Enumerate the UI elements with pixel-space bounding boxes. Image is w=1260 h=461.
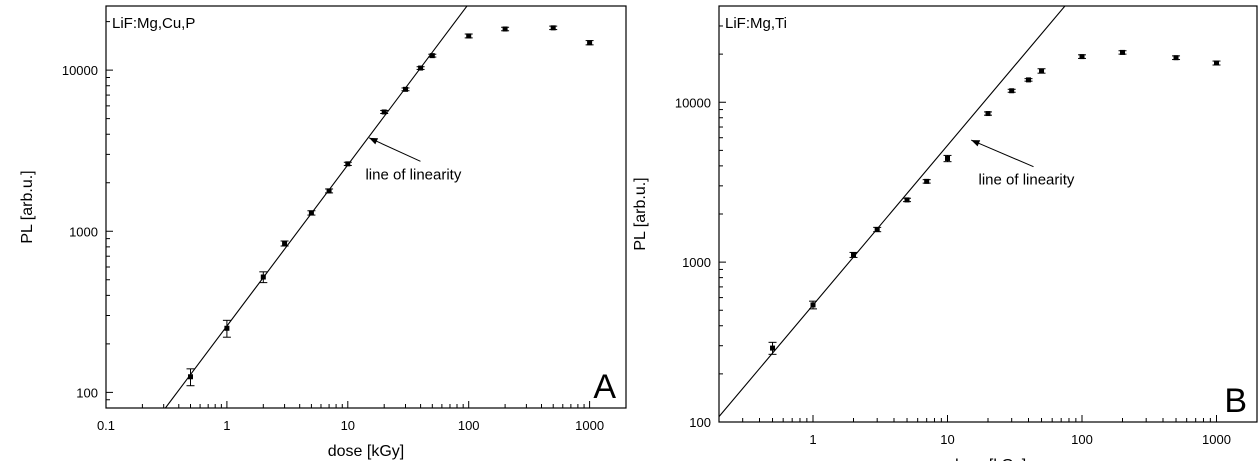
- point-marker: [260, 274, 266, 280]
- panel-letter: B: [1224, 382, 1247, 420]
- y-tick-label: 100: [689, 415, 711, 430]
- panel-letter: A: [593, 368, 616, 406]
- point-marker: [1173, 55, 1179, 61]
- data-point: [1078, 54, 1087, 60]
- sample-label: LiF:Mg,Ti: [725, 15, 787, 32]
- point-marker: [924, 178, 930, 184]
- data-point: [903, 197, 912, 203]
- data-point: [549, 25, 558, 31]
- chart-panel-b: 1 10 100 1000 100 1000 10000 dose [kGy] PL [arb.…: [632, 5, 1258, 461]
- x-tick-label: 1000: [1202, 432, 1231, 447]
- data-point: [186, 368, 195, 387]
- point-marker: [466, 33, 472, 39]
- data-point: [401, 86, 410, 92]
- data-point: [1024, 77, 1033, 83]
- point-marker: [282, 240, 288, 246]
- point-marker: [1120, 49, 1125, 55]
- data-point: [1037, 68, 1046, 74]
- annotation-arrowhead: [369, 137, 379, 145]
- data-point: [501, 26, 510, 32]
- data-point: [428, 53, 437, 59]
- y-axis-title: PL [arb.u.]: [19, 170, 36, 243]
- x-axis-title: dose [kGy]: [328, 443, 404, 460]
- point-marker: [945, 155, 951, 161]
- point-marker: [224, 325, 230, 331]
- point-marker: [502, 26, 508, 32]
- data-point: [259, 271, 268, 284]
- data-point: [922, 178, 931, 184]
- y-axis-title: PL [arb.u.]: [632, 177, 649, 250]
- x-tick-label: 10: [940, 432, 954, 447]
- y-tick-label: 1000: [682, 255, 711, 270]
- point-marker: [1214, 60, 1220, 66]
- x-tick-label: 0.1: [97, 418, 115, 433]
- annotation-arrow: [970, 139, 1034, 168]
- point-marker: [308, 210, 314, 216]
- point-marker: [429, 53, 435, 59]
- point-marker: [418, 65, 424, 71]
- point-marker: [550, 25, 556, 31]
- data-point: [809, 300, 818, 310]
- point-marker: [851, 252, 856, 258]
- data-point: [1172, 55, 1181, 61]
- x-tick-label: 1: [809, 432, 816, 447]
- point-marker: [1025, 77, 1031, 83]
- point-marker: [326, 188, 332, 194]
- data-point: [325, 188, 334, 194]
- data-point: [1007, 88, 1016, 94]
- data-point: [585, 40, 594, 46]
- data-point: [849, 251, 858, 258]
- plot-frame: [105, 5, 627, 409]
- x-axis-title: dose [kGy]: [950, 457, 1026, 461]
- panel-a-plot-area: 0.1 1 10 100 1000 100 1000 10000 dose [kGy] PL [a…: [19, 5, 627, 460]
- data-point: [280, 240, 289, 247]
- annotation-text: line of linearity: [365, 166, 461, 183]
- linearity-line: [719, 6, 1066, 418]
- point-marker: [402, 86, 408, 92]
- sample-label: LiF:Mg,Cu,P: [112, 15, 195, 32]
- point-marker: [1039, 68, 1045, 74]
- panel-b-plot-area: 1 10 100 1000 100 1000 10000 dose [kGy] PL [arb.…: [632, 5, 1258, 461]
- y-tick-label: 10000: [62, 63, 98, 78]
- plot-frame: [718, 5, 1258, 423]
- y-tick-label: 10000: [675, 95, 711, 110]
- point-marker: [874, 226, 880, 232]
- data-point: [873, 226, 882, 233]
- point-marker: [904, 197, 910, 203]
- y-tick-label: 1000: [69, 224, 98, 239]
- point-marker: [1079, 54, 1085, 60]
- point-marker: [381, 109, 387, 115]
- chart-panel-a: 0.1 1 10 100 1000 100 1000 10000 dose [kGy] PL [a…: [19, 5, 627, 460]
- data-point: [1118, 49, 1127, 55]
- point-marker: [770, 345, 776, 351]
- annotation-arrowhead: [971, 140, 981, 147]
- point-marker: [1009, 88, 1015, 94]
- data-point: [222, 319, 231, 338]
- point-marker: [587, 40, 593, 46]
- x-tick-label: 10: [341, 418, 355, 433]
- x-tick-label: 100: [1071, 432, 1093, 447]
- x-tick-label: 100: [458, 418, 480, 433]
- point-marker: [810, 302, 816, 308]
- x-tick-label: 1: [223, 418, 230, 433]
- point-marker: [188, 374, 194, 380]
- data-point: [943, 154, 952, 163]
- point-marker: [985, 111, 991, 117]
- point-marker: [345, 161, 351, 167]
- data-point: [984, 111, 992, 117]
- data-point: [380, 109, 389, 115]
- y-tick-label: 100: [76, 385, 98, 400]
- data-point: [307, 210, 316, 216]
- data-point: [416, 65, 425, 71]
- data-point: [1212, 60, 1221, 66]
- x-tick-label: 1000: [575, 418, 604, 433]
- linearity-line: [164, 6, 468, 408]
- data-point: [343, 161, 352, 167]
- data-point: [768, 341, 777, 355]
- annotation-arrow: [368, 137, 421, 162]
- data-point: [464, 33, 473, 39]
- annotation-text: line of linearity: [979, 172, 1075, 189]
